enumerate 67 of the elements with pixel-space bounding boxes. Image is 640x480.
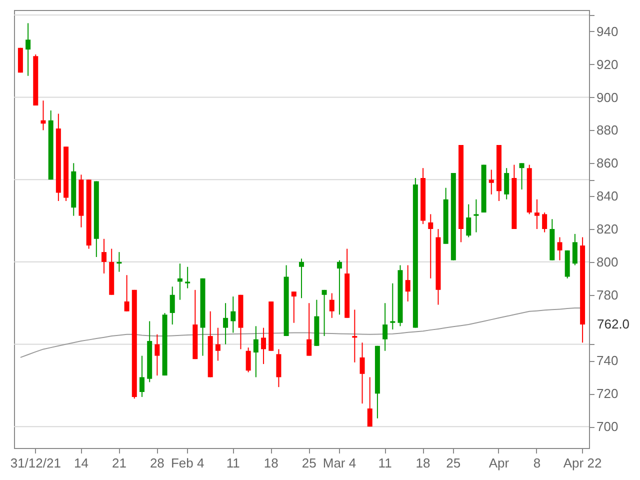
candlestick bbox=[390, 282, 396, 330]
text: 762.0 bbox=[597, 316, 630, 332]
y-tick-label: 720 bbox=[596, 386, 618, 402]
y-tick-label: 700 bbox=[596, 419, 618, 434]
candlestick bbox=[170, 286, 175, 326]
candlestick bbox=[405, 264, 410, 302]
candlestick bbox=[306, 302, 312, 356]
candlestick bbox=[177, 263, 182, 300]
x-tick-label: 14 bbox=[74, 456, 88, 470]
x-tick-label: 18 bbox=[264, 456, 278, 470]
candlestick bbox=[519, 162, 524, 190]
y-tick-label: 820 bbox=[596, 222, 618, 236]
candlestick bbox=[154, 334, 160, 376]
candlestick bbox=[474, 198, 479, 233]
candlestick bbox=[215, 327, 220, 362]
candlestick bbox=[542, 212, 548, 233]
candlestick bbox=[26, 22, 31, 76]
candlestick bbox=[139, 355, 144, 398]
candlestick bbox=[276, 348, 282, 388]
x-tick-label: 11 bbox=[226, 456, 240, 470]
y-tick-label: 780 bbox=[596, 287, 618, 302]
x-tick-label: 11 bbox=[378, 456, 392, 470]
x-tick-label: 31/12/21 bbox=[10, 456, 61, 470]
candlestick bbox=[572, 233, 578, 266]
x-tick-label: 25 bbox=[446, 456, 461, 470]
candlestick bbox=[382, 302, 388, 352]
x-tick-label: Apr bbox=[488, 456, 510, 470]
candlestick bbox=[557, 236, 562, 261]
x-tick-label: Mar 4 bbox=[322, 456, 356, 470]
x-tick-label: Feb 4 bbox=[170, 456, 204, 470]
candlestick bbox=[322, 289, 327, 337]
candlestick bbox=[102, 238, 107, 274]
candlestick bbox=[223, 302, 228, 345]
y-tick-label: 840 bbox=[596, 188, 618, 204]
y-tick-label: 800 bbox=[596, 254, 618, 270]
candlestick bbox=[253, 326, 258, 378]
y-tick-label: 900 bbox=[596, 90, 618, 105]
y-tick-label: 740 bbox=[596, 353, 618, 368]
y-tick-label: 880 bbox=[596, 122, 618, 138]
candlestick bbox=[116, 252, 122, 272]
candlestick bbox=[299, 258, 304, 299]
x-tick-label: 28 bbox=[150, 456, 164, 470]
y-tick-label: 860 bbox=[596, 156, 618, 171]
x-tick-label: 18 bbox=[416, 456, 430, 470]
x-tick-label: 21 bbox=[112, 456, 126, 470]
candlestick bbox=[185, 266, 190, 289]
candlestick bbox=[291, 291, 296, 324]
candlestick bbox=[246, 347, 251, 373]
y-tick-label: 940 bbox=[596, 24, 618, 39]
candlestick bbox=[230, 296, 236, 334]
candlestick bbox=[367, 376, 372, 428]
candlestick bbox=[336, 260, 342, 316]
candlestick bbox=[504, 168, 510, 200]
y-tick-label: 920 bbox=[596, 56, 618, 72]
candlestick bbox=[40, 100, 46, 131]
candlestick bbox=[329, 292, 334, 318]
x-tick-label: 25 bbox=[302, 456, 316, 470]
candlestick bbox=[261, 327, 266, 365]
candlestick bbox=[360, 342, 365, 404]
candlestick bbox=[488, 169, 494, 195]
x-tick-label: 8 bbox=[533, 456, 541, 470]
candlestick bbox=[466, 204, 472, 238]
candlestick bbox=[352, 309, 358, 363]
candlestick bbox=[428, 214, 434, 279]
candlestick bbox=[124, 274, 130, 312]
candlestick bbox=[534, 198, 540, 230]
x-tick-label: Apr 22 bbox=[563, 456, 602, 470]
